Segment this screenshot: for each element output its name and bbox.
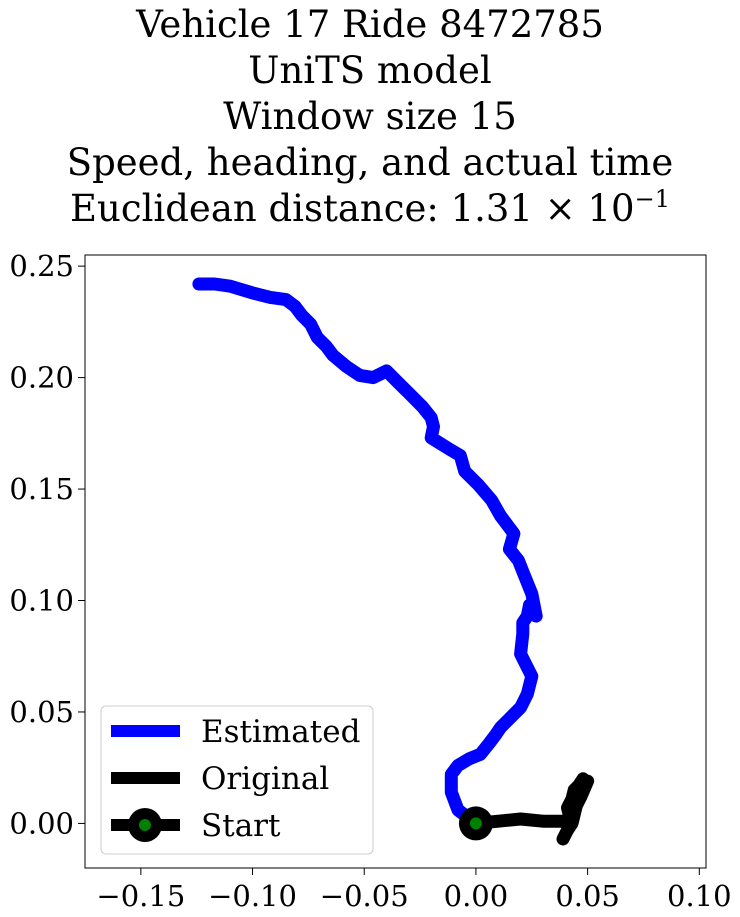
start-marker-inner (469, 817, 482, 830)
x-tick-label: 0.05 (555, 879, 620, 913)
x-tick-label: 0.00 (444, 879, 509, 913)
y-axis: 0.00 0.05 0.10 0.15 0.20 0.25 (9, 249, 85, 840)
title-line-distance: Euclidean distance: 1.31 × 10−1 (0, 185, 740, 236)
title-line-3: Window size 15 (223, 95, 517, 138)
x-tick-label: −0.10 (208, 879, 297, 913)
legend-label-start: Start (201, 808, 281, 844)
y-tick-label: 0.20 (9, 361, 74, 395)
y-tick-label: 0.15 (9, 472, 74, 506)
legend-label-estimated: Estimated (201, 714, 360, 750)
y-tick-label: 0.00 (9, 806, 74, 840)
y-tick-label: 0.25 (9, 249, 74, 283)
legend: Estimated Original Start (100, 705, 374, 855)
x-tick-label: 0.10 (667, 879, 732, 913)
x-axis: −0.15 −0.10 −0.05 0.00 0.05 0.10 (96, 868, 732, 913)
title-line-2: UniTS model (248, 49, 492, 92)
chart-title: Vehicle 17 Ride 8472785 UniTS model Wind… (0, 2, 740, 236)
series-line-estimated (192, 277, 543, 830)
x-tick-label: −0.15 (96, 879, 185, 913)
x-tick-label: −0.05 (320, 879, 409, 913)
title-line-4: Speed, heading, and actual time (66, 141, 674, 184)
legend-swatch-start-inner (139, 819, 151, 831)
y-tick-label: 0.05 (9, 695, 74, 729)
plot-frame (84, 254, 707, 869)
distance-text: Euclidean distance: 1.31 × 10 (70, 187, 635, 230)
series-line-original (469, 772, 595, 846)
y-tick-label: 0.10 (9, 584, 74, 618)
series-layer (192, 277, 595, 846)
distance-exponent: −1 (634, 185, 670, 213)
title-line-1: Vehicle 17 Ride 8472785 (136, 3, 604, 46)
legend-box (100, 705, 374, 855)
legend-label-original: Original (201, 761, 329, 797)
